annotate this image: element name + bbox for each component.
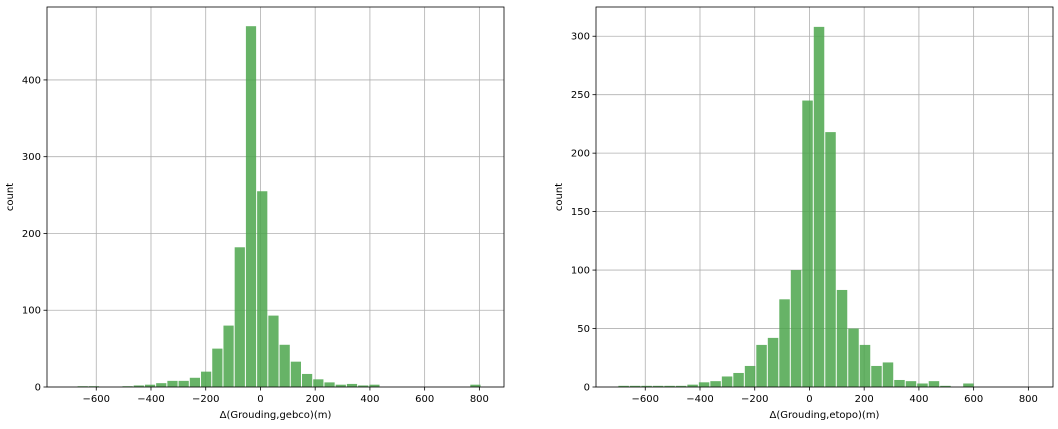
y-tick-label: 400 bbox=[22, 75, 41, 86]
histogram-bar bbox=[963, 383, 974, 387]
x-tick-label: 0 bbox=[257, 394, 263, 405]
x-tick-label: −600 bbox=[83, 394, 110, 405]
histogram-bar bbox=[905, 381, 917, 387]
x-tick-label: 800 bbox=[1019, 394, 1038, 405]
y-tick-label: 100 bbox=[571, 266, 590, 277]
y-tick-label: 200 bbox=[571, 149, 590, 160]
histogram-bar bbox=[167, 380, 178, 387]
histogram-bar bbox=[894, 379, 905, 387]
histogram-bar bbox=[859, 344, 871, 387]
histogram-bar bbox=[335, 384, 346, 387]
histogram-bar bbox=[825, 132, 836, 387]
histogram-bar bbox=[813, 26, 825, 387]
x-tick-label: 400 bbox=[909, 394, 928, 405]
x-axis-ticks: −600 −400 −200 0 200 400 600 800 bbox=[83, 387, 489, 405]
histogram-bar bbox=[629, 385, 641, 387]
histogram-bar bbox=[245, 26, 257, 387]
y-tick-label: 150 bbox=[571, 207, 590, 218]
histogram-bar bbox=[940, 385, 951, 387]
x-axis-label: Δ(Grouding,gebco)(m) bbox=[220, 410, 332, 421]
histogram-bar bbox=[687, 384, 698, 387]
histogram-etopo-panel: −600 −400 −200 0 200 400 600 800 0 50 100 150 200 25… bbox=[554, 6, 1054, 421]
x-tick-label: 800 bbox=[470, 394, 489, 405]
histogram-bar bbox=[836, 289, 848, 387]
histogram-bar bbox=[268, 315, 279, 387]
histogram-bar bbox=[223, 325, 234, 387]
axes-frame bbox=[595, 6, 1054, 388]
y-tick-label: 0 bbox=[584, 383, 590, 394]
y-axis-label: count bbox=[5, 183, 16, 211]
x-tick-label: −200 bbox=[741, 394, 768, 405]
histogram-bar bbox=[744, 365, 756, 387]
x-tick-label: 200 bbox=[855, 394, 874, 405]
histogram-bar bbox=[848, 328, 859, 387]
x-tick-label: 600 bbox=[964, 394, 983, 405]
histogram-bar bbox=[698, 382, 710, 387]
y-tick-label: 0 bbox=[35, 383, 41, 394]
histogram-bar bbox=[802, 100, 813, 388]
x-tick-label: −600 bbox=[632, 394, 659, 405]
y-tick-label: 300 bbox=[22, 152, 41, 163]
histogram-bar bbox=[733, 372, 744, 387]
x-axis-label: Δ(Grouding,etopo)(m) bbox=[770, 410, 880, 421]
histogram-bar bbox=[346, 383, 358, 387]
y-axis-ticks: 0 100 200 300 400 bbox=[22, 75, 47, 394]
y-tick-label: 50 bbox=[577, 324, 590, 335]
histogram-bar bbox=[767, 337, 779, 387]
histogram-bar bbox=[369, 384, 380, 387]
y-tick-label: 250 bbox=[571, 90, 590, 101]
histogram-bar bbox=[301, 373, 313, 387]
histogram-bar bbox=[871, 365, 882, 387]
histogram-bar bbox=[710, 381, 721, 387]
histogram-bar bbox=[470, 384, 481, 387]
histogram-gebco-panel: −600 −400 −200 0 200 400 600 800 0100200300400 … bbox=[5, 6, 505, 421]
histogram-bar bbox=[212, 348, 223, 387]
grid-lines bbox=[47, 7, 504, 388]
x-tick-label: −400 bbox=[686, 394, 713, 405]
histogram-bar bbox=[756, 344, 767, 387]
histogram-bar bbox=[358, 385, 369, 387]
x-tick-label: 0 bbox=[806, 394, 812, 405]
axes-frame bbox=[46, 6, 505, 388]
histogram-bar bbox=[618, 385, 629, 387]
histogram-bar bbox=[641, 385, 652, 387]
histogram-bar bbox=[882, 362, 894, 387]
histogram-bar bbox=[928, 381, 940, 387]
histogram-bar bbox=[257, 191, 268, 387]
histogram-bar bbox=[279, 344, 290, 387]
histogram-bar bbox=[313, 379, 324, 387]
histogram-bar bbox=[652, 385, 664, 387]
histogram-bar bbox=[664, 385, 675, 387]
x-tick-label: −400 bbox=[137, 394, 164, 405]
y-axis-label: count bbox=[554, 183, 565, 211]
histogram-bar bbox=[144, 384, 156, 387]
histogram-bar bbox=[721, 376, 733, 387]
histogram-bar bbox=[189, 377, 201, 387]
histogram-bar bbox=[178, 380, 189, 387]
histogram-bar bbox=[917, 383, 928, 387]
histogram-bar bbox=[324, 382, 335, 387]
y-tick-label: 200 bbox=[22, 229, 41, 240]
histogram-bar bbox=[201, 371, 212, 387]
histogram-bar bbox=[779, 299, 790, 387]
x-tick-label: 600 bbox=[415, 394, 434, 405]
x-axis-ticks: −600 −400 −200 0 200 400 600 800 bbox=[632, 387, 1038, 405]
histogram-bar bbox=[156, 383, 167, 387]
histogram-bar bbox=[790, 270, 802, 387]
histogram-bars bbox=[618, 26, 974, 388]
histogram-bar bbox=[675, 385, 687, 387]
x-tick-label: 200 bbox=[306, 394, 325, 405]
y-axis-ticks: 0 50 100 150 200 250 300 bbox=[571, 32, 596, 394]
y-tick-label: 300 bbox=[571, 32, 590, 43]
y-tick-label: 100 bbox=[22, 306, 41, 317]
x-tick-label: 400 bbox=[360, 394, 379, 405]
histogram-bar bbox=[133, 385, 144, 387]
histogram-bar bbox=[234, 247, 245, 387]
histogram-bar bbox=[290, 361, 301, 387]
x-tick-label: −200 bbox=[192, 394, 219, 405]
